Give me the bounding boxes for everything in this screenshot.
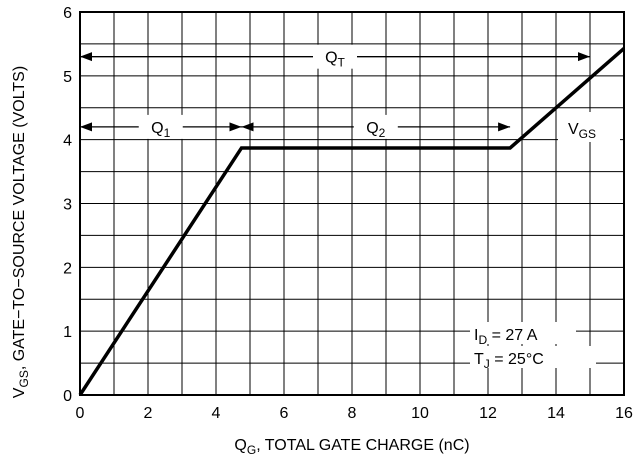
x-tick-label: 16 xyxy=(615,405,633,422)
x-tick-label: 10 xyxy=(411,405,429,422)
y-tick-label: 6 xyxy=(63,5,72,22)
x-tick-label: 12 xyxy=(479,405,497,422)
y-axis-title: VGS, GATE−TO−SOURCE VOLTAGE (VOLTS) xyxy=(11,66,31,398)
y-tick-label: 5 xyxy=(63,69,72,86)
vgs-curve xyxy=(78,47,626,396)
vgs-label: VGS xyxy=(568,121,596,141)
y-tick-labels: 0 1 2 3 4 5 6 xyxy=(63,5,72,405)
x-tick-label: 6 xyxy=(280,405,289,422)
q1-arrow-left xyxy=(80,122,92,132)
y-tick-label: 4 xyxy=(63,133,72,150)
y-tick-label: 1 xyxy=(63,324,72,341)
y-tick-label: 0 xyxy=(63,388,72,405)
q2-label-bg xyxy=(353,114,398,139)
tj-label: TJ = 25°C xyxy=(474,351,544,371)
x-tick-label: 4 xyxy=(212,405,221,422)
x-tick-label: 2 xyxy=(144,405,153,422)
x-tick-label: 0 xyxy=(76,405,85,422)
tj-label-bg xyxy=(470,346,596,368)
x-tick-label: 14 xyxy=(547,405,565,422)
qt-arrow-right xyxy=(578,52,590,62)
qt-label: QT xyxy=(325,50,345,70)
x-tick-label: 8 xyxy=(348,405,357,422)
q2-arrow-left xyxy=(241,122,254,132)
id-label: ID = 27 A xyxy=(474,327,538,347)
charge-dimension-annotations: QT Q1 Q2 xyxy=(80,44,590,140)
y-tick-label: 3 xyxy=(63,197,72,214)
x-tick-labels: 0 2 4 6 8 10 12 14 16 xyxy=(76,405,633,422)
qt-arrow-left xyxy=(80,52,92,62)
q1-label: Q1 xyxy=(151,120,170,140)
q1-label-bg xyxy=(138,114,183,139)
q1-arrow-right xyxy=(229,122,242,132)
id-label-bg xyxy=(470,322,576,344)
plot-frame xyxy=(79,11,625,396)
vgs-label-bg xyxy=(558,112,620,142)
q2-arrow-right xyxy=(498,122,511,132)
x-axis-title: QG, TOTAL GATE CHARGE (nC) xyxy=(234,437,469,457)
qt-label-bg xyxy=(313,44,357,69)
q2-label: Q2 xyxy=(366,120,385,140)
text-annotations: VGS ID = 27 A TJ = 25°C xyxy=(470,112,620,371)
y-tick-label: 2 xyxy=(63,260,72,277)
